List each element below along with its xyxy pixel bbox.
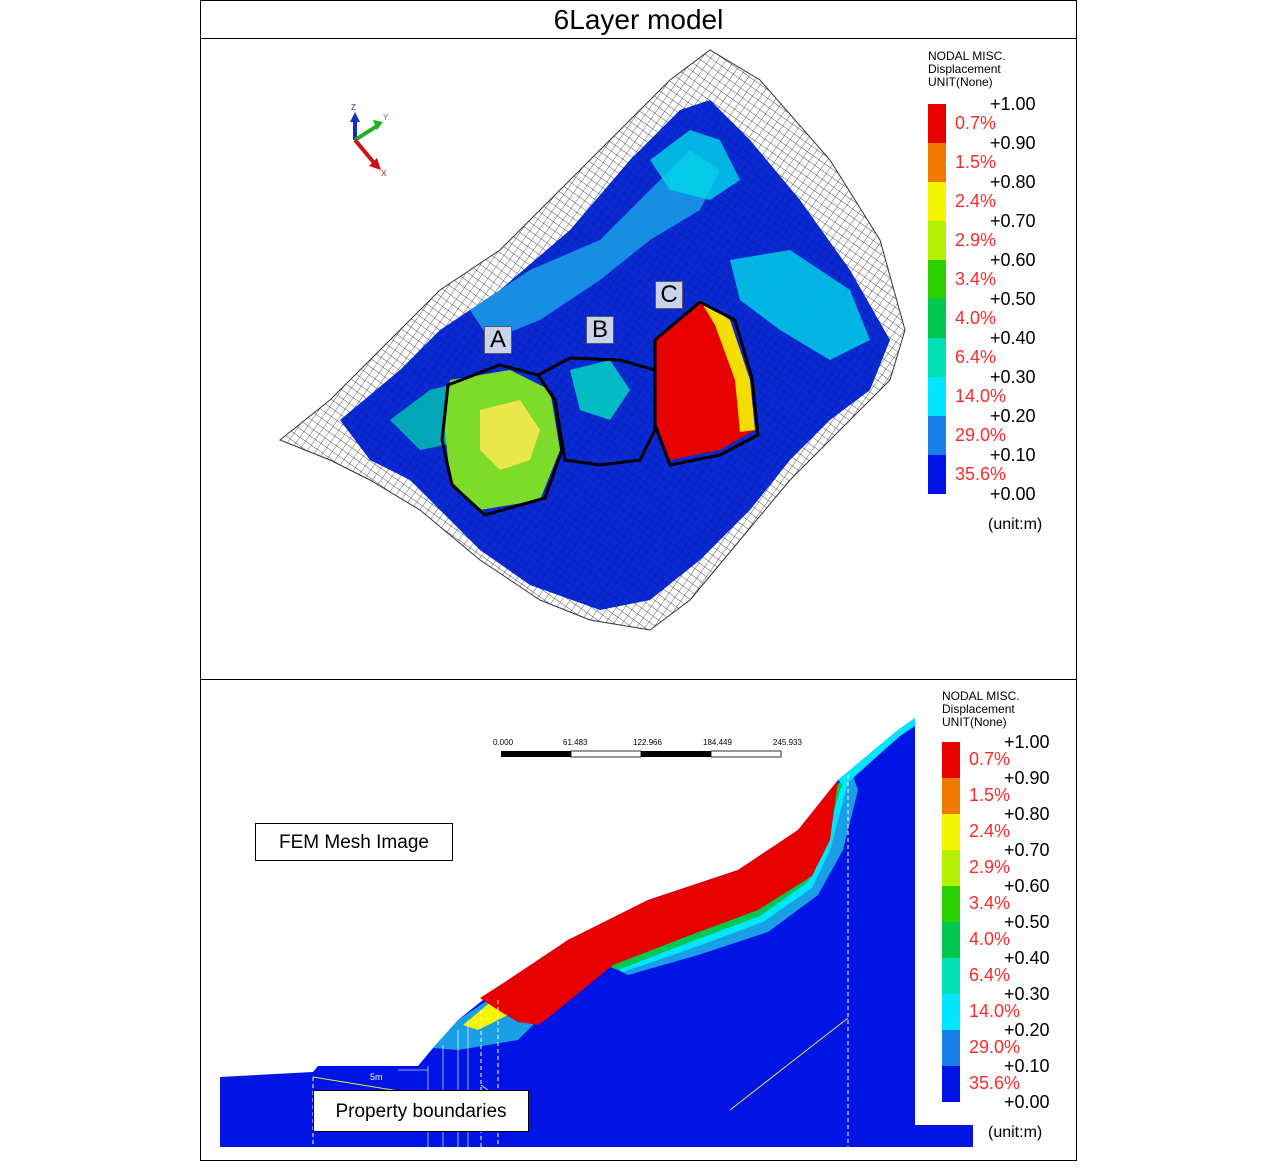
legend-band-label: 2.9% xyxy=(969,857,1011,877)
scale-bar xyxy=(501,750,782,758)
zone-b-outline xyxy=(535,356,657,467)
legend-tick: +0.00 xyxy=(990,484,1036,504)
zone-a-outline xyxy=(440,363,564,517)
property-boundaries-label: Property boundaries xyxy=(313,1090,529,1132)
axis-y-label: Y xyxy=(383,113,389,122)
legend-band-label: 35.6% xyxy=(969,1073,1021,1093)
bottom-cross-section: 5m xyxy=(220,718,973,1147)
legend-tick: +0.30 xyxy=(990,367,1036,387)
legend-tick: +0.90 xyxy=(990,133,1036,153)
legend-tick: +0.50 xyxy=(1004,912,1050,932)
legend-swatch xyxy=(942,922,960,958)
legend-header-2: Displacement xyxy=(942,702,1015,716)
axis-triad: Z Y X xyxy=(350,103,389,178)
legend-band-label: 29.0% xyxy=(969,1037,1021,1057)
legend-header-2: Displacement xyxy=(928,62,1001,76)
legend-tick: +1.00 xyxy=(1004,732,1050,752)
legend-swatch xyxy=(928,221,946,260)
scale-label-3: 184.449 xyxy=(703,738,732,747)
legend-tick: +0.60 xyxy=(1004,876,1050,896)
slope-red-mass xyxy=(480,780,838,1025)
scale-label-2: 122.966 xyxy=(633,738,662,747)
legend-band-label: 2.4% xyxy=(969,821,1011,841)
legend-band-label: 3.4% xyxy=(955,268,997,289)
legend-swatch xyxy=(928,416,946,455)
panel-divider xyxy=(201,679,1076,680)
axis-x-label: X xyxy=(381,169,387,178)
legend-header-3: UNIT(None) xyxy=(928,75,993,89)
legend-swatch xyxy=(942,958,960,994)
figure-frame: 6Layer model xyxy=(200,0,1077,1161)
legend-band-label: 29.0% xyxy=(955,424,1007,445)
legend-band-label: 3.4% xyxy=(969,893,1011,913)
legend-tick: +0.10 xyxy=(990,445,1036,465)
legend-swatch xyxy=(928,104,946,143)
legend-band-label: 4.0% xyxy=(969,929,1011,949)
legend-swatch xyxy=(942,778,960,814)
legend-swatch xyxy=(942,850,960,886)
legend-swatch xyxy=(928,182,946,221)
legend-band-label: 4.0% xyxy=(955,307,997,328)
legend-swatch xyxy=(928,338,946,377)
scale-label-1: 61.483 xyxy=(563,738,588,747)
legend-swatch xyxy=(942,1030,960,1066)
legend-swatch xyxy=(942,814,960,850)
legend-band-label: 0.7% xyxy=(955,112,997,133)
legend-header-3: UNIT(None) xyxy=(942,715,1007,729)
legend-tick: +0.30 xyxy=(1004,984,1050,1004)
legend-tick: +0.40 xyxy=(1004,948,1050,968)
legend-tick: +0.00 xyxy=(1004,1092,1050,1112)
legend-swatch xyxy=(942,994,960,1030)
legend-tick: +0.50 xyxy=(990,289,1036,309)
legend-tick: +0.10 xyxy=(1004,1056,1050,1076)
bottom-legend: NODAL MISC. Displacement UNIT(None) +1.0… xyxy=(942,690,1082,1120)
legend-tick: +1.00 xyxy=(990,94,1036,114)
bottom-unit-label: (unit:m) xyxy=(988,1124,1043,1141)
figure-title: 6Layer model xyxy=(201,1,1076,39)
legend-band-label: 6.4% xyxy=(969,965,1011,985)
legend-swatch xyxy=(928,377,946,416)
zone-c-outline xyxy=(653,300,760,467)
legend-band-label: 1.5% xyxy=(969,785,1011,805)
legend-tick: +0.60 xyxy=(990,250,1036,270)
legend-tick: +0.20 xyxy=(1004,1020,1050,1040)
legend-swatch xyxy=(928,455,946,494)
legend-band-label: 14.0% xyxy=(969,1001,1021,1021)
scale-label-0: 0.000 xyxy=(493,738,514,747)
zone-c-label: C xyxy=(655,281,683,309)
fem-mesh-label: FEM Mesh Image xyxy=(255,823,453,861)
legend-swatch xyxy=(928,299,946,338)
zone-b-label: B xyxy=(586,316,614,344)
legend-band-label: 0.7% xyxy=(969,749,1011,769)
legend-band-label: 2.4% xyxy=(955,190,997,211)
legend-header-1: NODAL MISC. xyxy=(928,49,1006,63)
legend-swatch xyxy=(942,886,960,922)
legend-tick: +0.70 xyxy=(1004,840,1050,860)
legend-swatch xyxy=(928,143,946,182)
legend-header-1: NODAL MISC. xyxy=(942,689,1020,703)
legend-tick: +0.80 xyxy=(1004,804,1050,824)
legend-band-label: 35.6% xyxy=(955,463,1007,484)
legend-swatch xyxy=(942,1066,960,1102)
legend-tick: +0.70 xyxy=(990,211,1036,231)
legend-band-label: 14.0% xyxy=(955,385,1007,406)
legend-band-label: 2.9% xyxy=(955,229,997,250)
scale-label-4: 245.933 xyxy=(773,738,802,747)
legend-swatch xyxy=(928,260,946,299)
legend-tick: +0.40 xyxy=(990,328,1036,348)
top-legend: NODAL MISC. Displacement UNIT(None) +1.0… xyxy=(928,50,1068,510)
legend-band-label: 1.5% xyxy=(955,151,997,172)
legend-tick: +0.80 xyxy=(990,172,1036,192)
legend-tick: +0.20 xyxy=(990,406,1036,426)
zone-a-label: A xyxy=(484,326,512,354)
axis-z-label: Z xyxy=(351,103,356,112)
legend-swatch xyxy=(942,742,960,778)
legend-band-label: 6.4% xyxy=(955,346,997,367)
top-unit-label: (unit:m) xyxy=(988,516,1043,533)
legend-tick: +0.90 xyxy=(1004,768,1050,788)
dimension-label: 5m xyxy=(370,1072,383,1082)
